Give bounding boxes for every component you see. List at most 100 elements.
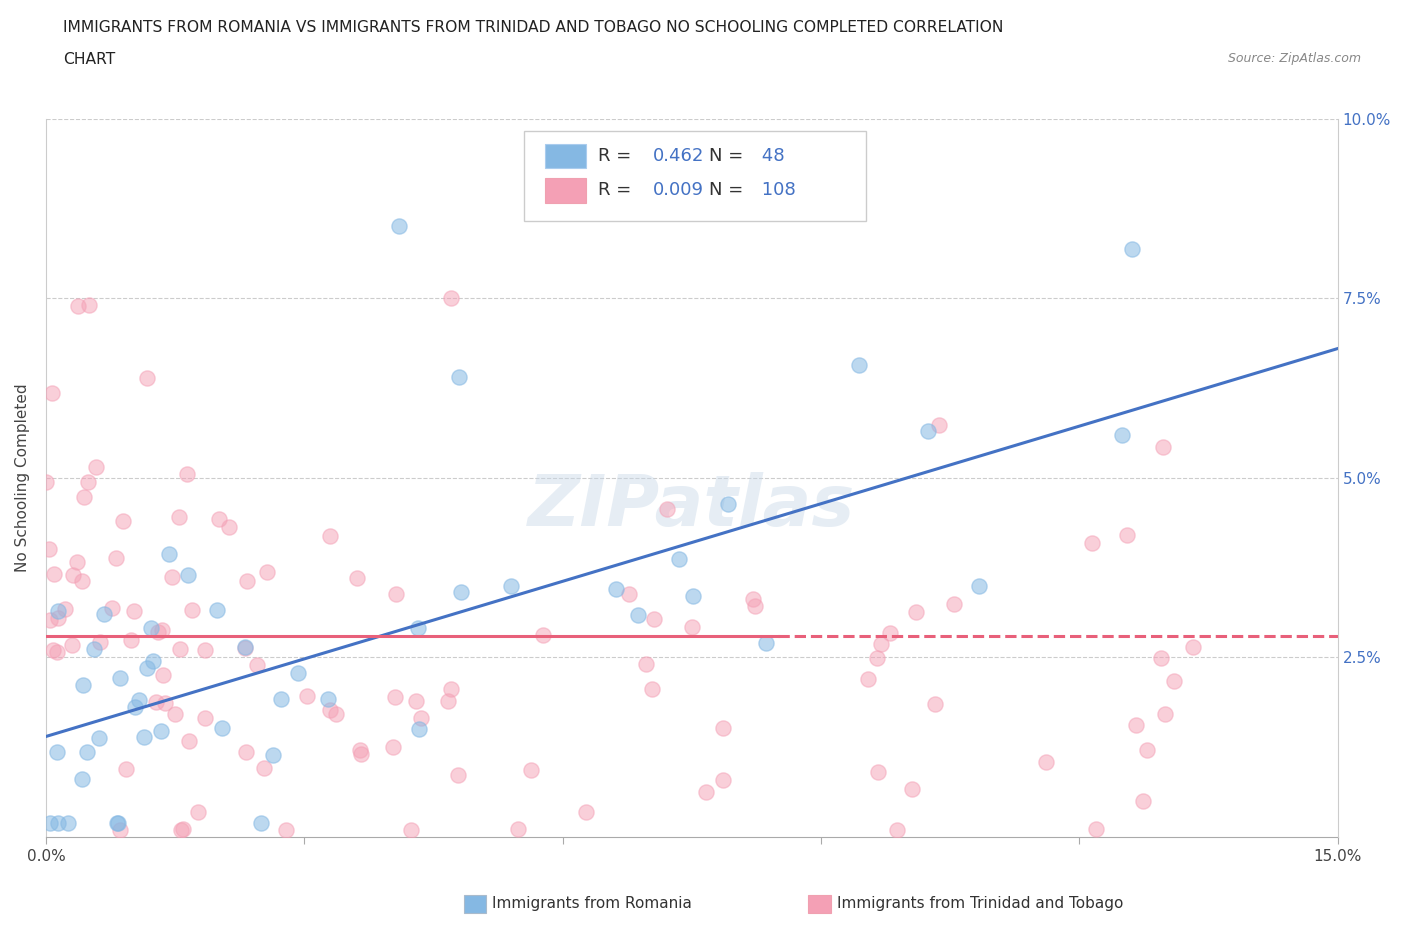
Point bbox=[1080, 536, 1102, 551]
Point bbox=[1136, 742, 1159, 757]
Point bbox=[1115, 527, 1137, 542]
Point bbox=[165, 706, 187, 721]
Point bbox=[274, 822, 297, 837]
Point bbox=[150, 622, 173, 637]
Point bbox=[172, 821, 194, 836]
Point bbox=[617, 587, 640, 602]
Point bbox=[46, 610, 69, 625]
Text: 108: 108 bbox=[756, 181, 796, 200]
Point bbox=[128, 692, 150, 707]
Point bbox=[905, 605, 928, 620]
Point bbox=[967, 578, 990, 593]
Point bbox=[42, 567, 65, 582]
Point bbox=[86, 459, 108, 474]
Point bbox=[408, 722, 430, 737]
Point bbox=[176, 467, 198, 482]
Point bbox=[89, 634, 111, 649]
Point bbox=[111, 513, 134, 528]
Point bbox=[1132, 794, 1154, 809]
Point bbox=[142, 654, 165, 669]
Point bbox=[605, 581, 627, 596]
Point bbox=[46, 604, 69, 618]
Point bbox=[208, 512, 231, 526]
Point bbox=[643, 611, 665, 626]
Text: Immigrants from Romania: Immigrants from Romania bbox=[492, 897, 692, 911]
Point bbox=[110, 671, 132, 685]
Point bbox=[56, 816, 79, 830]
Point bbox=[668, 551, 690, 566]
Point bbox=[287, 666, 309, 681]
Point bbox=[233, 641, 256, 656]
Point bbox=[634, 657, 657, 671]
Point bbox=[531, 628, 554, 643]
Point bbox=[439, 681, 461, 696]
Point bbox=[139, 620, 162, 635]
Point bbox=[519, 762, 541, 777]
Point bbox=[641, 682, 664, 697]
Point bbox=[436, 693, 458, 708]
Point bbox=[177, 567, 200, 582]
FancyBboxPatch shape bbox=[544, 144, 586, 168]
Point bbox=[38, 816, 60, 830]
Point bbox=[167, 510, 190, 525]
Text: ZIPatlas: ZIPatlas bbox=[529, 472, 856, 541]
Point bbox=[149, 724, 172, 738]
Point bbox=[60, 638, 83, 653]
Point bbox=[169, 642, 191, 657]
Point bbox=[319, 703, 342, 718]
Point bbox=[187, 804, 209, 819]
Text: Source: ZipAtlas.com: Source: ZipAtlas.com bbox=[1227, 52, 1361, 65]
Point bbox=[42, 643, 65, 658]
Point bbox=[72, 678, 94, 693]
Point bbox=[928, 418, 950, 432]
Point bbox=[917, 423, 939, 438]
Point bbox=[45, 745, 67, 760]
Point bbox=[1153, 707, 1175, 722]
Point bbox=[35, 474, 58, 489]
Point bbox=[253, 760, 276, 775]
Point bbox=[349, 743, 371, 758]
Point bbox=[385, 587, 408, 602]
Point bbox=[450, 585, 472, 600]
Point bbox=[153, 696, 176, 711]
Point bbox=[53, 602, 76, 617]
Point bbox=[924, 698, 946, 712]
Point bbox=[681, 619, 703, 634]
Point bbox=[744, 598, 766, 613]
Point bbox=[250, 816, 273, 830]
Point bbox=[499, 578, 522, 593]
Point bbox=[114, 761, 136, 776]
Point bbox=[1035, 754, 1057, 769]
Point bbox=[657, 502, 679, 517]
Text: N =: N = bbox=[709, 147, 748, 165]
Point bbox=[177, 734, 200, 749]
Point bbox=[399, 822, 422, 837]
Point bbox=[207, 602, 229, 617]
Point bbox=[107, 816, 129, 830]
Point bbox=[70, 574, 93, 589]
Point bbox=[1125, 717, 1147, 732]
Point bbox=[384, 690, 406, 705]
Point bbox=[350, 747, 373, 762]
Point bbox=[235, 574, 257, 589]
FancyBboxPatch shape bbox=[524, 131, 866, 220]
Point bbox=[382, 739, 405, 754]
Text: R =: R = bbox=[598, 147, 637, 165]
Point bbox=[1181, 640, 1204, 655]
Text: 0.462: 0.462 bbox=[654, 147, 704, 165]
Point bbox=[406, 620, 429, 635]
Point bbox=[866, 651, 889, 666]
Point bbox=[41, 385, 63, 400]
Point bbox=[120, 633, 142, 648]
Point bbox=[152, 667, 174, 682]
Point bbox=[1085, 822, 1108, 837]
Text: IMMIGRANTS FROM ROMANIA VS IMMIGRANTS FROM TRINIDAD AND TOBAGO NO SCHOOLING COMP: IMMIGRANTS FROM ROMANIA VS IMMIGRANTS FR… bbox=[63, 20, 1004, 35]
Point bbox=[711, 721, 734, 736]
Point bbox=[755, 635, 778, 650]
Point bbox=[447, 768, 470, 783]
Point bbox=[77, 298, 100, 312]
Point bbox=[695, 785, 717, 800]
Point bbox=[135, 660, 157, 675]
Point bbox=[39, 613, 62, 628]
Point bbox=[193, 643, 215, 658]
